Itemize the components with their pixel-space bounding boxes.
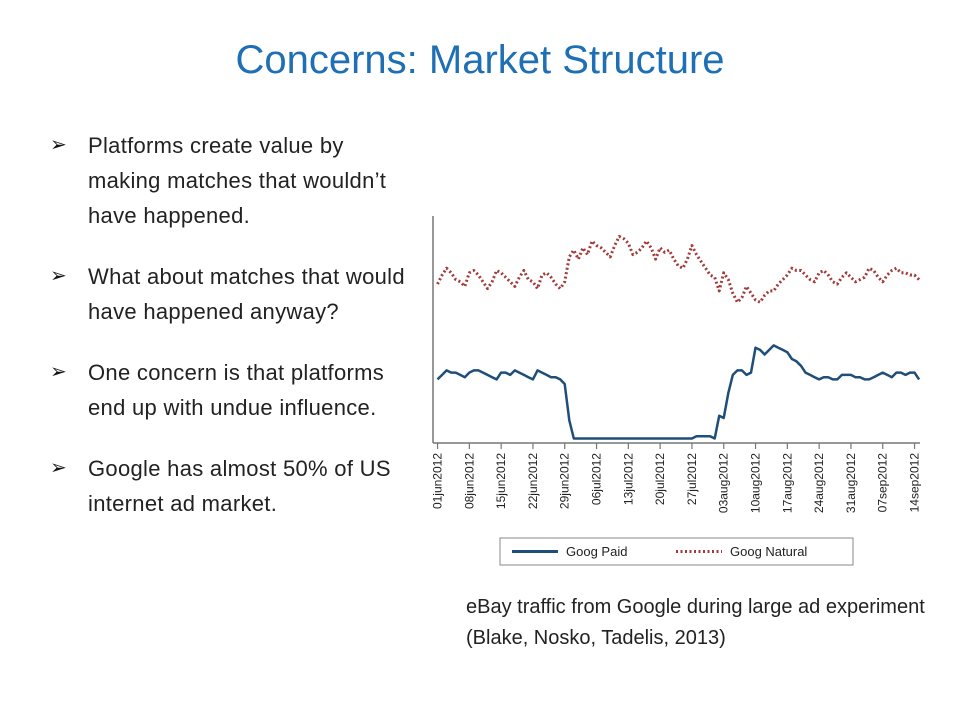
bullet-item: ➢ One concern is that platforms end up w…: [50, 355, 410, 425]
x-tick-label: 01jun2012: [431, 453, 445, 509]
x-tick-label: 08jun2012: [462, 453, 476, 509]
bullet-text: One concern is that platforms end up wit…: [88, 360, 385, 420]
chart-caption: eBay traffic from Google during large ad…: [466, 596, 925, 649]
series-line-goog-natural: [436, 234, 921, 304]
x-tick-label: 07sep2012: [876, 453, 890, 513]
arrow-bullet-icon: ➢: [50, 457, 68, 479]
x-tick-label: 14sep2012: [908, 453, 922, 513]
arrow-bullet-icon: ➢: [50, 134, 68, 156]
slide-title: Concerns: Market Structure: [235, 38, 725, 82]
chart-svg: 01jun2012 08jun2012 15jun2012 22jun2012 29ju…: [431, 216, 922, 566]
x-tick-label: 17aug2012: [780, 453, 794, 513]
x-tick-label: 10aug2012: [749, 453, 763, 513]
legend-label: Goog Paid: [566, 544, 627, 559]
bullet-list: ➢ Platforms create value by making match…: [50, 128, 410, 547]
traffic-chart: 01jun2012 08jun2012 15jun2012 22jun2012 29ju…: [425, 210, 925, 580]
x-tick-label: 15jun2012: [494, 453, 508, 509]
x-tick-label: 31aug2012: [844, 453, 858, 513]
bullet-text: Platforms create value by making matches…: [88, 133, 387, 228]
x-tick-label: 13jul2012: [621, 453, 635, 505]
bullet-item: ➢ Platforms create value by making match…: [50, 128, 410, 233]
arrow-bullet-icon: ➢: [50, 361, 68, 383]
x-tick-label: 22jun2012: [526, 453, 540, 509]
bullet-text: What about matches that would have happe…: [88, 264, 405, 324]
x-tick-label: 03aug2012: [717, 453, 731, 513]
bullet-text: Google has almost 50% of US internet ad …: [88, 456, 391, 516]
x-tick-label: 29jun2012: [558, 453, 572, 509]
arrow-bullet-icon: ➢: [50, 265, 68, 287]
x-tick-label: 27jul2012: [685, 453, 699, 505]
x-tick-label: 06jul2012: [590, 453, 604, 505]
x-tick-label: 24aug2012: [812, 453, 826, 513]
bullet-item: ➢ What about matches that would have hap…: [50, 259, 410, 329]
x-tick-label: 20jul2012: [653, 453, 667, 505]
bullet-item: ➢ Google has almost 50% of US internet a…: [50, 451, 410, 521]
legend-label: Goog Natural: [730, 544, 807, 559]
series-line-goog-paid: [436, 344, 921, 440]
